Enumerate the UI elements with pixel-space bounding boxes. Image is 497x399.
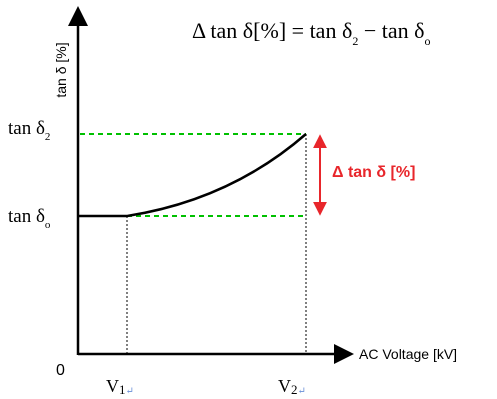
delta-label: Δ tan δ [%] <box>332 164 415 181</box>
tick-tan-delta-o: tan δo <box>8 206 51 231</box>
y-axis-label: tan δ [%] <box>53 42 69 97</box>
tick-v1: V1↵ <box>106 376 134 397</box>
equation: Δ tan δ[%] = tan δ2 − tan δo <box>192 18 430 48</box>
tick-tan-delta-2: tan δ2 <box>8 118 50 143</box>
x-axis-label: AC Voltage [kV] <box>359 346 457 362</box>
tan-delta-curve <box>79 133 307 218</box>
tick-v2: V2↵ <box>278 376 306 397</box>
origin-label: 0 <box>56 362 65 379</box>
